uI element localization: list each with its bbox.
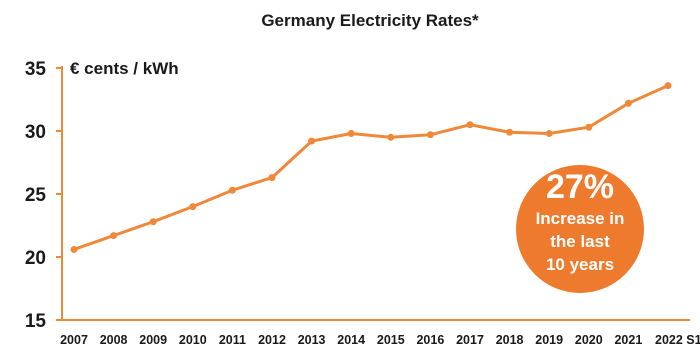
data-point-9	[426, 131, 434, 139]
data-point-13	[585, 123, 593, 131]
data-point-5	[268, 174, 276, 182]
data-point-10	[466, 121, 474, 129]
x-tick-label-0: 2007	[60, 333, 88, 347]
data-point-7	[347, 130, 355, 138]
x-tick-label-5: 2012	[258, 333, 286, 347]
badge-headline: 27%	[546, 168, 614, 206]
series-points	[70, 82, 672, 253]
x-tick-label-7: 2014	[337, 333, 365, 347]
badge-line-1: Increase in	[536, 209, 625, 228]
data-point-12	[545, 130, 553, 138]
x-tick-label-2: 2009	[139, 333, 167, 347]
x-tick-label-10: 2017	[456, 333, 484, 347]
x-tick-label-11: 2018	[496, 333, 524, 347]
y-tick-label-4: 35	[25, 59, 47, 80]
x-tick-label-1: 2008	[100, 333, 128, 347]
y-tick-label-1: 20	[25, 248, 46, 269]
badge-line-2: the last	[550, 232, 610, 251]
data-point-15	[664, 82, 672, 90]
data-point-4	[228, 186, 236, 194]
increase-badge: 27% Increase in the last 10 years	[516, 165, 644, 293]
x-tick-label-9: 2016	[416, 333, 444, 347]
x-tick-label-14: 2021	[614, 333, 642, 347]
x-tick-label-4: 2011	[219, 333, 246, 347]
unit-label: € cents / kWh	[70, 59, 179, 78]
badge-line-3: 10 years	[546, 255, 614, 274]
x-tick-label-12: 2019	[535, 333, 563, 347]
chart-title: Germany Electricity Rates*	[261, 11, 479, 30]
data-point-2	[149, 218, 157, 226]
y-tick-label-2: 25	[25, 185, 47, 206]
data-point-11	[506, 128, 514, 136]
x-tick-label-13: 2020	[575, 333, 603, 347]
x-tick-label-8: 2015	[377, 333, 405, 347]
y-tick-label-0: 15	[25, 311, 47, 332]
y-axis-ticks: 15 20 25 30 35	[25, 59, 62, 332]
y-tick-label-3: 30	[25, 122, 46, 143]
x-axis-ticks: 2007 2008 2009 2010 2011 2012 2013 2014 2015 2016…	[60, 333, 700, 347]
series-line	[73, 84, 669, 251]
data-point-1	[110, 232, 118, 240]
data-point-6	[308, 137, 316, 145]
data-point-14	[624, 99, 632, 107]
data-point-8	[387, 133, 395, 141]
x-tick-label-15: 2022 S1	[655, 333, 700, 347]
x-tick-label-3: 2010	[179, 333, 207, 347]
data-point-0	[70, 245, 78, 253]
data-point-3	[189, 203, 197, 211]
badge-circle	[516, 165, 644, 293]
x-tick-label-6: 2013	[298, 333, 326, 347]
